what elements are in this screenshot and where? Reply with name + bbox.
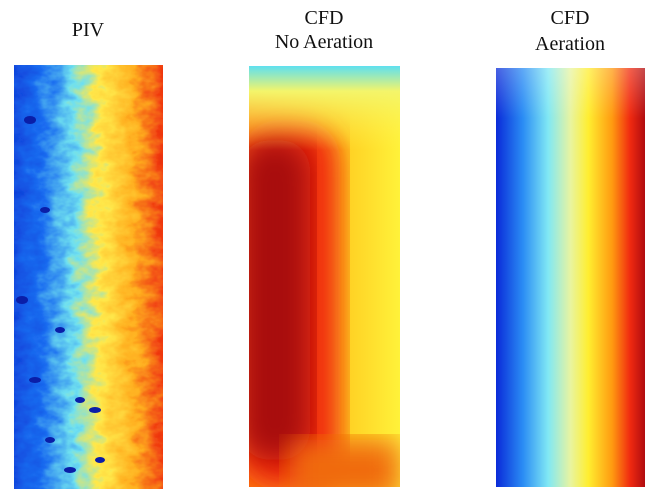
cfd-aeration-field (496, 68, 645, 487)
panel-title: Aeration (535, 33, 605, 55)
panel-title: No Aeration (275, 31, 373, 53)
piv-field (0, 40, 190, 491)
figure: PIV CFD No Aeration CFD Aeration (0, 0, 651, 491)
panel-title: PIV (72, 19, 105, 41)
cfd-no-aeration-field (240, 66, 400, 491)
panel-title: CFD (551, 7, 590, 29)
panel-title: CFD (305, 7, 344, 29)
page: PIV CFD No Aeration CFD Aeration (() => … (0, 0, 651, 491)
